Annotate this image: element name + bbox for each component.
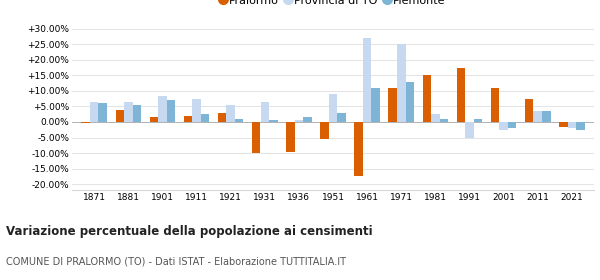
Bar: [457, 67, 465, 122]
Legend: Pralormo, Provincia di TO, Piemonte: Pralormo, Provincia di TO, Piemonte: [215, 0, 451, 10]
Bar: [90, 102, 98, 122]
Bar: [295, 120, 303, 122]
Bar: [192, 99, 201, 122]
Bar: [388, 88, 397, 122]
Text: Variazione percentuale della popolazione ai censimenti: Variazione percentuale della popolazione…: [6, 225, 373, 238]
Text: COMUNE DI PRALORMO (TO) - Dati ISTAT - Elaborazione TUTTITALIA.IT: COMUNE DI PRALORMO (TO) - Dati ISTAT - E…: [6, 256, 346, 266]
Bar: [499, 122, 508, 130]
Bar: [431, 114, 440, 122]
Bar: [98, 103, 107, 122]
Bar: [184, 116, 192, 122]
Bar: [491, 88, 499, 122]
Bar: [235, 119, 244, 122]
Bar: [465, 122, 474, 137]
Bar: [158, 95, 167, 122]
Bar: [218, 113, 226, 122]
Bar: [124, 102, 133, 122]
Bar: [422, 75, 431, 122]
Bar: [320, 122, 329, 139]
Bar: [474, 119, 482, 122]
Bar: [525, 99, 533, 122]
Bar: [149, 117, 158, 122]
Bar: [355, 122, 363, 176]
Bar: [133, 105, 141, 122]
Bar: [260, 102, 269, 122]
Bar: [167, 100, 175, 122]
Bar: [397, 44, 406, 122]
Bar: [252, 122, 260, 153]
Bar: [576, 122, 584, 130]
Bar: [82, 122, 90, 123]
Bar: [371, 88, 380, 122]
Bar: [286, 122, 295, 151]
Bar: [542, 111, 551, 122]
Bar: [568, 122, 576, 128]
Bar: [329, 94, 337, 122]
Bar: [440, 119, 448, 122]
Bar: [201, 114, 209, 122]
Bar: [337, 113, 346, 122]
Bar: [303, 117, 311, 122]
Bar: [533, 111, 542, 122]
Bar: [115, 109, 124, 122]
Bar: [406, 81, 414, 122]
Bar: [559, 122, 568, 127]
Bar: [269, 120, 278, 122]
Bar: [363, 38, 371, 122]
Bar: [508, 122, 517, 128]
Bar: [226, 105, 235, 122]
